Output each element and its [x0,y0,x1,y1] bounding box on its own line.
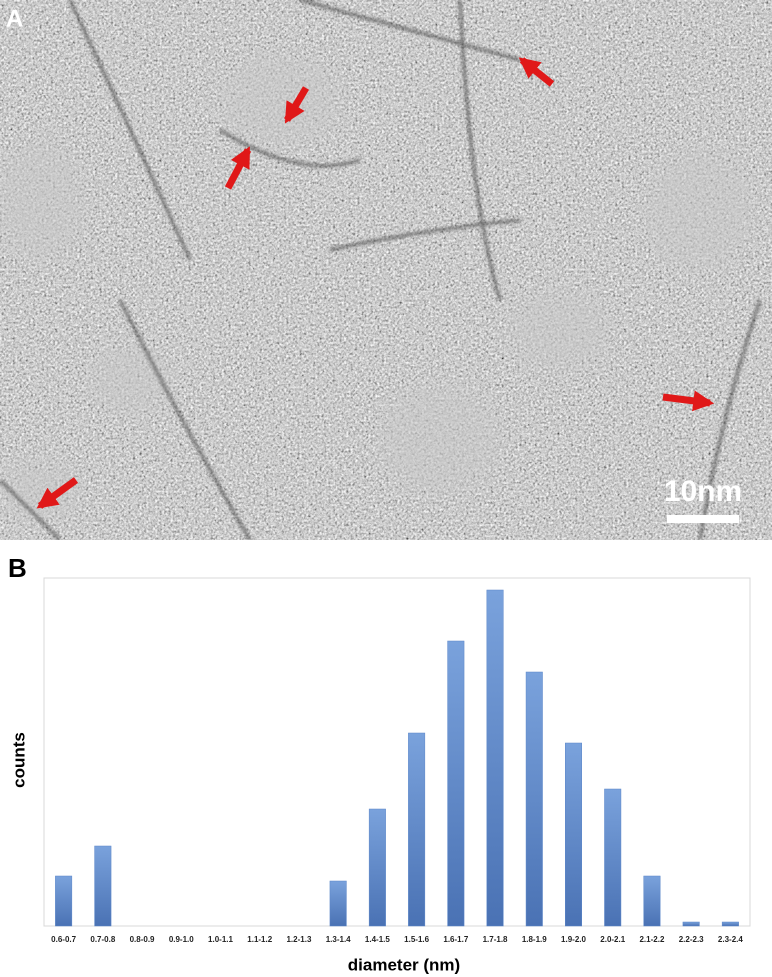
x-tick-label: 0.9-1.0 [169,935,194,944]
x-tick-label: 2.0-2.1 [600,935,625,944]
x-tick-label: 1.1-1.2 [247,935,272,944]
x-tick-label: 1.0-1.1 [208,935,233,944]
x-tick-label: 0.8-0.9 [130,935,155,944]
x-tick-label: 1.7-1.8 [483,935,508,944]
x-tick-label: 1.8-1.9 [522,935,547,944]
scale-bar-label: 10nm [664,475,742,508]
bar [329,880,347,927]
bar [368,808,386,927]
bar [604,788,622,927]
bar [721,921,739,927]
x-tick-label: 0.7-0.8 [90,935,115,944]
panel-label: A [6,5,23,32]
tem-image: A 10nm [0,0,772,540]
x-tick-label: 0.6-0.7 [51,935,76,944]
x-tick-label: 1.4-1.5 [365,935,390,944]
panel-label: B [8,553,27,583]
x-tick-label: 1.3-1.4 [326,935,351,944]
x-tick-label: 2.1-2.2 [639,935,664,944]
bar [565,742,582,927]
x-tick-label: 1.9-2.0 [561,935,586,944]
bar [55,875,73,927]
bar [94,845,112,927]
bar [643,875,661,927]
bar [486,589,504,927]
x-tick-label: 1.6-1.7 [443,935,468,944]
arrows [36,57,715,509]
x-tick-label: 1.2-1.3 [286,935,311,944]
bar [525,671,543,927]
x-tick-label: 1.5-1.6 [404,935,429,944]
x-tick-label: 2.2-2.3 [679,935,704,944]
bar [408,732,426,927]
plot-frame [43,577,751,927]
bar [447,640,465,927]
x-tick-label: 2.3-2.4 [718,935,743,944]
x-axis-label: diameter (nm) [348,955,460,974]
bar [682,921,700,927]
y-axis-label: counts [9,732,28,788]
scale-bar [667,515,739,523]
